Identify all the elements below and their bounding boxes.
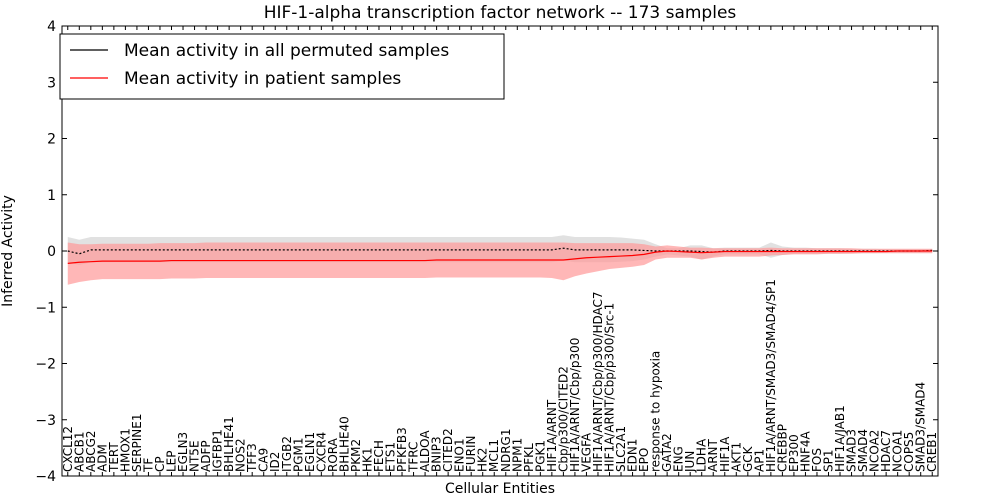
x-tick-label: ABCG2 (84, 430, 98, 472)
x-tick-label: FURIN (464, 435, 478, 472)
x-tick-label: CP (153, 456, 167, 472)
x-tick-label: HIF1A/JAB1 (833, 405, 847, 472)
x-tick-label: PFKL (522, 443, 536, 472)
x-tick-label: HK1 (360, 447, 374, 472)
x-tick-label: MCL1 (487, 439, 501, 472)
legend-box (59, 33, 505, 100)
x-tick-label: PFKFB3 (395, 427, 409, 472)
x-tick-label: SP1 (822, 450, 836, 473)
x-tick-label: CREBBP (775, 424, 789, 472)
x-tick-label: NOS2 (234, 438, 248, 472)
legend-label-permuted: Mean activity in all permuted samples (124, 41, 449, 61)
x-tick-label: HK2 (476, 447, 490, 472)
x-tick-label: JUN (683, 451, 697, 473)
x-tick-label: ETS1 (384, 442, 398, 472)
y-tick-label: 2 (47, 132, 56, 148)
x-axis: CXCL12ABCB1ABCG2ADMTERTHMOX1SERPINE1TFCP… (61, 26, 939, 476)
y-axis-label: Inferred Activity (0, 195, 16, 307)
x-tick-label: HIF1A/ARNT/Cbp/p300/HDAC7 (591, 291, 605, 472)
x-tick-label: BNIP3 (430, 436, 444, 472)
x-tick-label: ID2 (268, 452, 282, 472)
x-tick-label: CA9 (257, 448, 271, 472)
x-tick-label: SMAD4 (856, 429, 870, 472)
series-line-patient (67, 250, 933, 264)
x-tick-label: FECH (372, 440, 386, 472)
legend-label-patient: Mean activity in patient samples (124, 69, 401, 89)
x-tick-label: HIF1A/ARNT/Cbp/p300 (568, 338, 582, 472)
y-tick-label: 3 (47, 75, 56, 91)
x-tick-label: SERPINE1 (130, 413, 144, 472)
x-tick-label: TF (141, 458, 155, 473)
x-tick-label: response to hypoxia (649, 351, 663, 472)
x-tick-label: AP1 (752, 449, 766, 472)
x-tick-label: NT5E (188, 440, 202, 472)
x-tick-label: COPS5 (902, 432, 916, 472)
x-tick-label: NCOA2 (868, 430, 882, 472)
y-tick-label: 4 (47, 19, 56, 35)
x-tick-label: FOS (810, 448, 824, 472)
x-tick-label: VEGFA (579, 432, 593, 472)
legend: Mean activity in all permuted samples Me… (59, 33, 505, 100)
chart-title: HIF-1-alpha transcription factor network… (264, 3, 737, 23)
x-tick-label: NDRG1 (499, 429, 513, 473)
x-tick-label: EP300 (787, 434, 801, 472)
x-tick-label: HNF4A (798, 430, 812, 472)
x-tick-label: CREB1 (925, 432, 939, 472)
x-tick-label: NCOA1 (891, 430, 905, 472)
x-tick-label: BHLHE40 (337, 416, 351, 472)
y-axis: −4 −3 −2 −1 0 1 2 3 4 (35, 19, 938, 485)
x-tick-label: CITED2 (441, 428, 455, 472)
x-tick-label: PKM2 (349, 439, 363, 472)
x-tick-label: BHLHE41 (222, 416, 236, 472)
x-tick-label: LDHA (695, 438, 709, 472)
band-patient (67, 242, 933, 285)
x-tick-label: AKT1 (729, 442, 743, 472)
x-tick-label: Cbp/p300/CITED2 (556, 366, 570, 472)
x-tick-label: HIF1A (718, 436, 732, 472)
x-axis-label: Cellular Entities (445, 481, 555, 497)
x-tick-label: HIF1A/ARNT/SMAD3/SMAD4/SP1 (764, 279, 778, 472)
x-tick-label: RORA (326, 437, 340, 472)
x-tick-label: ARNT (706, 438, 720, 472)
x-tick-label: ITGB2 (280, 436, 294, 472)
x-tick-label: EPO (637, 448, 651, 472)
x-tick-label: HIF1A/ARNT (545, 399, 559, 472)
y-tick-label: −4 (35, 469, 56, 485)
x-tick-label: HIF1A/ARNT/Cbp/p300/Src-1 (603, 303, 617, 472)
x-tick-label: SLC2A1 (614, 426, 628, 472)
x-tick-label: ABCB1 (72, 432, 86, 472)
x-tick-label: SMAD3/SMAD4 (914, 382, 928, 472)
x-tick-label: PGK1 (533, 440, 547, 472)
y-tick-label: −1 (35, 300, 56, 316)
y-tick-label: 0 (47, 244, 56, 260)
x-tick-label: ADFP (199, 440, 213, 472)
x-tick-label: IGFBP1 (211, 429, 225, 472)
y-tick-label: −3 (35, 413, 56, 429)
x-tick-label: ENO1 (453, 438, 467, 472)
x-tick-label: GATA2 (660, 433, 674, 472)
x-tick-label: PGM1 (291, 437, 305, 472)
x-tick-label: HMOX1 (118, 428, 132, 472)
x-tick-label: SMAD3 (845, 429, 859, 472)
x-tick-label: CXCR4 (314, 432, 328, 472)
y-tick-label: −2 (35, 357, 56, 373)
x-tick-label: NPM1 (510, 438, 524, 472)
series-lines (67, 247, 933, 264)
x-tick-label: TFRC (407, 442, 421, 473)
x-tick-label: ALDOA (418, 430, 432, 472)
x-tick-label: CXCL12 (61, 426, 75, 472)
x-tick-label: TERT (107, 442, 121, 473)
y-tick-label: 1 (47, 188, 56, 204)
x-tick-label: GCK (741, 445, 755, 472)
x-tick-label: TFF3 (245, 443, 259, 473)
x-tick-label: EGLN1 (303, 432, 317, 472)
x-tick-label: EGLN3 (176, 432, 190, 472)
x-tick-label: ENG (672, 446, 686, 472)
x-tick-label: LEP (165, 450, 179, 472)
x-tick-label: EDN1 (626, 439, 640, 472)
x-tick-label: HDAC7 (879, 430, 893, 472)
x-tick-label: ADM (95, 444, 109, 472)
